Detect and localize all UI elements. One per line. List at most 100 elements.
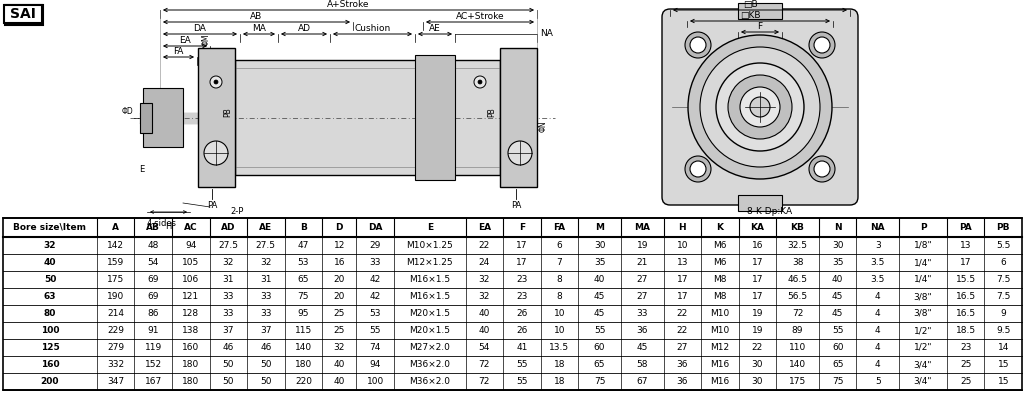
Text: 121: 121 [182, 292, 200, 301]
Circle shape [809, 32, 835, 58]
Text: 100: 100 [367, 377, 384, 386]
Text: 30: 30 [752, 360, 763, 369]
Text: 17: 17 [752, 258, 763, 267]
Text: 142: 142 [108, 241, 124, 250]
Text: 32: 32 [44, 241, 56, 250]
Text: 19: 19 [752, 326, 763, 335]
Text: 74: 74 [370, 343, 381, 352]
Text: 40: 40 [334, 360, 345, 369]
Circle shape [685, 156, 711, 182]
Text: 94: 94 [370, 360, 381, 369]
Text: □B: □B [742, 0, 758, 9]
Text: 65: 65 [594, 360, 605, 369]
Text: 50: 50 [260, 377, 271, 386]
Text: 45: 45 [594, 292, 605, 301]
Text: 22: 22 [677, 326, 688, 335]
Bar [5, 5, 43, 25]
Text: 15: 15 [997, 360, 1009, 369]
Text: 36: 36 [637, 326, 648, 335]
Text: M20×1.5: M20×1.5 [410, 326, 451, 335]
Text: 10: 10 [554, 326, 565, 335]
Text: SAI: SAI [10, 7, 36, 21]
Text: 55: 55 [831, 326, 844, 335]
Text: 40: 40 [594, 275, 605, 284]
Text: M8: M8 [713, 275, 727, 284]
Text: 3/8": 3/8" [913, 309, 932, 318]
Text: 27: 27 [677, 343, 688, 352]
Circle shape [750, 97, 770, 117]
Text: 180: 180 [182, 360, 200, 369]
Circle shape [740, 87, 780, 127]
Text: 30: 30 [752, 377, 763, 386]
Text: 37: 37 [260, 326, 271, 335]
Text: 16: 16 [334, 258, 345, 267]
Text: 167: 167 [144, 377, 162, 386]
Text: 32.5: 32.5 [787, 241, 808, 250]
Text: 13.5: 13.5 [550, 343, 569, 352]
Bar [738, 3, 782, 19]
Text: 160: 160 [182, 343, 200, 352]
Text: 13: 13 [677, 258, 688, 267]
Text: 55: 55 [594, 326, 605, 335]
Circle shape [214, 80, 218, 84]
Text: 35: 35 [831, 258, 844, 267]
Text: 35: 35 [594, 258, 605, 267]
Text: 4: 4 [874, 343, 881, 352]
Text: 45: 45 [831, 292, 844, 301]
Text: 22: 22 [677, 309, 688, 318]
Text: H: H [165, 222, 171, 231]
Text: 3.5: 3.5 [870, 275, 885, 284]
Text: M6: M6 [713, 241, 727, 250]
Text: 60: 60 [831, 343, 844, 352]
Text: 17: 17 [752, 275, 763, 284]
Text: 45: 45 [637, 343, 648, 352]
Circle shape [814, 161, 830, 177]
Text: 69: 69 [147, 275, 159, 284]
Text: 17: 17 [959, 258, 972, 267]
Text: 16: 16 [752, 241, 763, 250]
Text: 3/4": 3/4" [913, 360, 932, 369]
Text: P: P [920, 223, 927, 232]
Text: 72: 72 [478, 377, 490, 386]
Text: 32: 32 [478, 292, 490, 301]
Text: 48: 48 [147, 241, 159, 250]
Text: 6: 6 [1000, 258, 1007, 267]
Text: 17: 17 [516, 241, 527, 250]
Text: EA: EA [179, 36, 190, 45]
Text: 27.5: 27.5 [256, 241, 275, 250]
Circle shape [474, 76, 486, 88]
Text: ΦN: ΦN [539, 121, 548, 132]
Text: 55: 55 [516, 360, 527, 369]
Text: 56.5: 56.5 [787, 292, 808, 301]
Text: 9.5: 9.5 [996, 326, 1011, 335]
Text: 75: 75 [594, 377, 605, 386]
Text: 72: 72 [478, 360, 490, 369]
Text: 12: 12 [334, 241, 345, 250]
Text: 23: 23 [959, 343, 972, 352]
Text: 80: 80 [44, 309, 56, 318]
Text: 13: 13 [959, 241, 972, 250]
Text: PA: PA [511, 201, 521, 210]
Text: 14: 14 [997, 343, 1009, 352]
Text: KA: KA [751, 223, 765, 232]
Text: A: A [113, 223, 119, 232]
Text: M36×2.0: M36×2.0 [410, 377, 451, 386]
Text: 40: 40 [831, 275, 844, 284]
Text: 20: 20 [334, 292, 345, 301]
Text: 17: 17 [752, 292, 763, 301]
Text: KB: KB [791, 223, 805, 232]
Text: 200: 200 [41, 377, 59, 386]
Text: 229: 229 [108, 326, 124, 335]
Text: MA: MA [634, 223, 650, 232]
Text: 33: 33 [222, 292, 234, 301]
Text: 16.5: 16.5 [955, 292, 976, 301]
Text: AE: AE [429, 24, 441, 33]
Text: 25: 25 [959, 377, 972, 386]
Text: 18.5: 18.5 [955, 326, 976, 335]
Text: 36: 36 [677, 377, 688, 386]
Text: 3/8": 3/8" [913, 292, 932, 301]
Text: 30: 30 [831, 241, 844, 250]
Text: 21: 21 [637, 258, 648, 267]
Text: 33: 33 [222, 309, 234, 318]
Text: M27×2.0: M27×2.0 [410, 343, 451, 352]
